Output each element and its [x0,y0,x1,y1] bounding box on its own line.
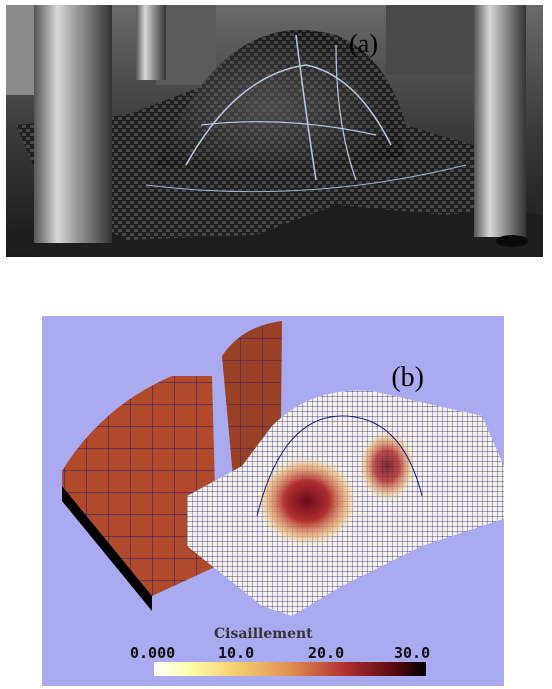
photo-panel-a: (a) [6,5,543,257]
simulation-panel-b: (b) Cisaillement 0.000 10.0 20.0 30.0 [42,316,504,686]
colorbar-tick-1: 10.0 [218,644,255,662]
colorbar-title: Cisaillement [214,626,313,642]
panel-a-label: (a) [349,29,378,58]
colorbar-tick-3: 30.0 [394,644,431,662]
photo-illustration [6,5,543,257]
panel-b-label: (b) [391,362,424,393]
colorbar-gradient [154,662,426,676]
colorbar-tick-0: 0.000 [130,644,176,662]
colorbar-tick-2: 20.0 [308,644,345,662]
simulation-illustration [62,321,504,616]
